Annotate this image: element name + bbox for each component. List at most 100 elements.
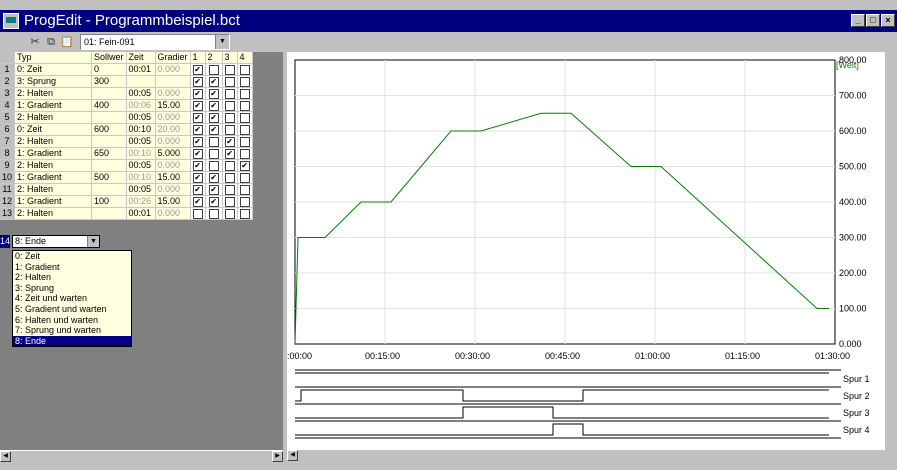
time-cell[interactable]: 00:10 (126, 147, 156, 160)
type-cell[interactable]: 2: Halten (14, 135, 93, 148)
type-cell[interactable]: 2: Halten (14, 183, 93, 196)
track-checkbox[interactable]: ✔ (192, 136, 203, 147)
track-checkbox[interactable] (239, 100, 250, 111)
table-row[interactable]: 7 2: Halten 00:05 0.000 ✔ ✔ (0, 135, 253, 148)
dropdown-option[interactable]: 4: Zeit und warten (15, 293, 88, 304)
row-number[interactable]: 8 (0, 147, 15, 160)
time-cell[interactable]: 00:05 (126, 135, 156, 148)
time-cell[interactable]: 00:01 (126, 207, 156, 220)
track-checkbox[interactable] (224, 184, 235, 195)
gradient-cell[interactable]: 0.000 (155, 183, 191, 196)
minimize-button[interactable]: _ (851, 14, 865, 27)
chevron-down-icon[interactable]: ▼ (215, 35, 229, 49)
track-checkbox[interactable]: ✔ (192, 148, 203, 159)
type-cell[interactable]: 2: Halten (14, 159, 93, 172)
gradient-cell[interactable]: 0.000 (155, 135, 191, 148)
row-number[interactable]: 9 (0, 159, 15, 172)
row-number[interactable]: 5 (0, 111, 15, 124)
column-header[interactable]: Sollwer (91, 52, 127, 64)
table-row[interactable]: 3 2: Halten 00:05 0.000 ✔ ✔ (0, 87, 253, 100)
type-cell[interactable]: 1: Gradient (14, 171, 93, 184)
setpoint-cell[interactable]: 300 (91, 75, 127, 88)
track-checkbox[interactable] (208, 148, 219, 159)
track-checkbox[interactable]: ✔ (192, 160, 203, 171)
track-checkbox[interactable]: ✔ (208, 76, 219, 87)
setpoint-cell[interactable]: 100 (91, 195, 127, 208)
track-checkbox[interactable]: ✔ (192, 124, 203, 135)
row-number[interactable]: 10 (0, 171, 15, 184)
track-checkbox[interactable]: ✔ (192, 112, 203, 123)
time-cell[interactable]: 00:26 (126, 195, 156, 208)
track-checkbox[interactable] (239, 124, 250, 135)
track-checkbox[interactable] (224, 64, 235, 75)
track-checkbox[interactable] (239, 208, 250, 219)
table-row[interactable]: 6 0: Zeit 600 00:10 20.00 ✔ ✔ (0, 123, 253, 136)
time-cell[interactable] (126, 75, 156, 88)
column-header[interactable]: Gradier (155, 52, 191, 64)
track-checkbox[interactable] (239, 148, 250, 159)
type-cell[interactable]: 1: Gradient (14, 195, 93, 208)
track-checkbox[interactable]: ✔ (224, 148, 235, 159)
gradient-cell[interactable]: 0.000 (155, 111, 191, 124)
type-cell[interactable]: 1: Gradient (14, 99, 93, 112)
app-icon[interactable] (3, 13, 19, 29)
scroll-right-icon[interactable]: ▶ (272, 451, 283, 462)
track-checkbox[interactable] (239, 64, 250, 75)
table-row[interactable]: 11 2: Halten 00:05 0.000 ✔ ✔ (0, 183, 253, 196)
setpoint-cell[interactable]: 600 (91, 123, 127, 136)
track-checkbox[interactable]: ✔ (208, 88, 219, 99)
column-header[interactable]: Zeit (126, 52, 156, 64)
table-row[interactable]: 1 0: Zeit 0 00:01 0.000 ✔ (0, 63, 253, 76)
type-cell[interactable]: 3: Sprung (14, 75, 93, 88)
table-row[interactable]: 2 3: Sprung 300 ✔ ✔ (0, 75, 253, 88)
row-number[interactable]: 11 (0, 183, 15, 196)
time-cell[interactable]: 00:05 (126, 87, 156, 100)
track-checkbox[interactable]: ✔ (208, 172, 219, 183)
track-checkbox[interactable]: ✔ (192, 88, 203, 99)
setpoint-cell[interactable]: 0 (91, 63, 127, 76)
column-header[interactable]: 2 (205, 52, 223, 64)
type-cell[interactable]: 2: Halten (14, 111, 93, 124)
row-number[interactable]: 12 (0, 195, 15, 208)
track-checkbox[interactable] (239, 136, 250, 147)
gradient-cell[interactable]: 0.000 (155, 87, 191, 100)
track-checkbox[interactable]: ✔ (192, 76, 203, 87)
scroll-left-icon[interactable]: ◀ (287, 450, 298, 461)
title-bar[interactable]: ProgEdit - Programmbeispiel.bct _ □ × (0, 10, 897, 32)
track-checkbox[interactable] (239, 196, 250, 207)
setpoint-cell[interactable]: 500 (91, 171, 127, 184)
dropdown-option[interactable]: 0: Zeit (15, 251, 41, 261)
type-cell[interactable]: 0: Zeit (14, 123, 93, 136)
table-row[interactable]: 13 2: Halten 00:01 0.000 (0, 207, 253, 220)
track-checkbox[interactable] (239, 184, 250, 195)
gradient-cell[interactable]: 15.00 (155, 195, 191, 208)
track-checkbox[interactable]: ✔ (208, 196, 219, 207)
program-select[interactable]: 01: Fein-091 ▼ (80, 34, 230, 50)
column-header[interactable]: Typ (14, 52, 93, 64)
dropdown-option[interactable]: 3: Sprung (15, 282, 55, 293)
type-cell[interactable]: 2: Halten (14, 207, 93, 220)
track-checkbox[interactable] (224, 196, 235, 207)
track-checkbox[interactable]: ✔ (192, 64, 203, 75)
track-checkbox[interactable] (192, 208, 203, 219)
pane-splitter[interactable] (283, 52, 287, 462)
setpoint-cell[interactable] (91, 87, 127, 100)
time-cell[interactable]: 00:05 (126, 111, 156, 124)
table-row[interactable]: 4 1: Gradient 400 00:06 15.00 ✔ ✔ (0, 99, 253, 112)
maximize-button[interactable]: □ (866, 14, 880, 27)
table-row[interactable]: 9 2: Halten 00:05 0.000 ✔ ✔ (0, 159, 253, 172)
track-checkbox[interactable] (208, 160, 219, 171)
track-checkbox[interactable] (239, 76, 250, 87)
track-checkbox[interactable] (224, 112, 235, 123)
time-cell[interactable]: 00:06 (126, 99, 156, 112)
setpoint-cell[interactable] (91, 135, 127, 148)
row-number[interactable]: 13 (0, 207, 15, 220)
vertical-scrollbar[interactable] (885, 52, 897, 450)
track-checkbox[interactable] (224, 172, 235, 183)
column-header[interactable]: 4 (237, 52, 253, 64)
table-row[interactable]: 5 2: Halten 00:05 0.000 ✔ ✔ (0, 111, 253, 124)
setpoint-cell[interactable]: 650 (91, 147, 127, 160)
paste-icon[interactable]: 📋 (60, 36, 74, 48)
chevron-down-icon[interactable]: ▼ (87, 236, 99, 247)
chart-horizontal-scrollbar[interactable]: ◀ (287, 450, 897, 462)
